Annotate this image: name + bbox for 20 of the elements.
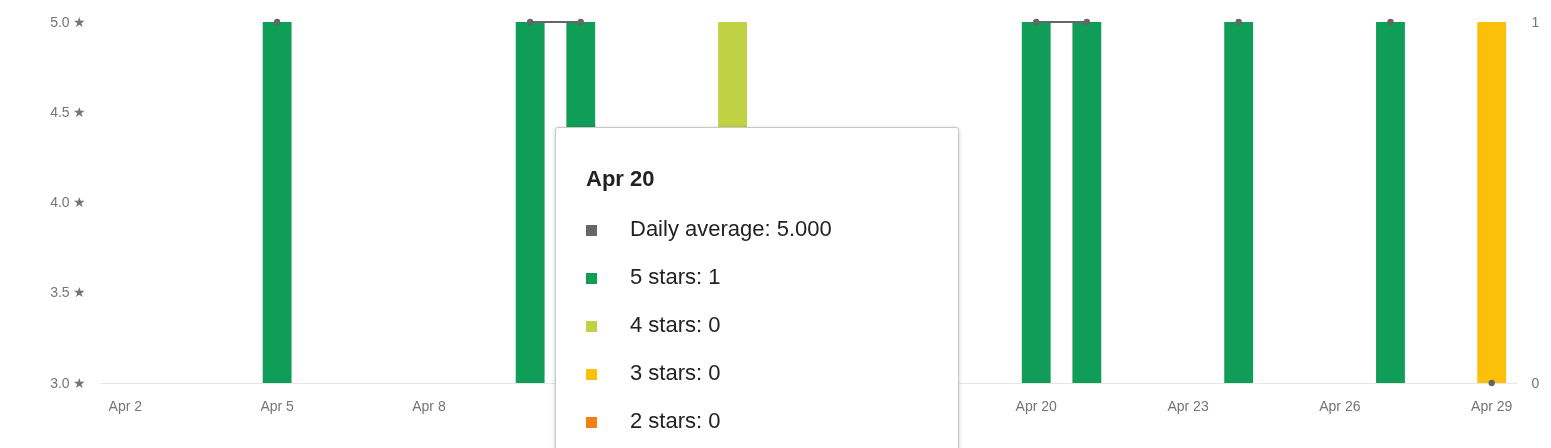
y2-tick-label: 1 — [1531, 13, 1540, 30]
y2-tick-label: 0 — [1531, 374, 1540, 391]
x-tick-label: Apr 2 — [108, 397, 143, 414]
y-tick-label: 4.5 ★ — [50, 103, 87, 120]
annotation: 5 stars: 1 — [630, 264, 721, 289]
y-tick-label: 3.0 ★ — [50, 374, 87, 391]
x-tick-label: Apr 8 — [412, 397, 446, 414]
x-tick-label: Apr 5 — [260, 397, 295, 414]
y-tick-label: 3.5 ★ — [50, 284, 87, 301]
annotation: 4 stars: 0 — [630, 312, 721, 337]
y-tick-label: 4.0 ★ — [50, 194, 87, 210]
annotation: Apr 20 — [586, 166, 655, 192]
annotation: Daily average: 5.000 — [630, 216, 832, 241]
annotation: 3 stars: 0 — [630, 360, 721, 385]
x-tick-label: Apr 26 — [1319, 397, 1361, 414]
x-tick-label: Apr 29 — [1471, 397, 1513, 414]
text: 2 stars: 0 — [630, 408, 721, 433]
y-tick-label: 5.0 ★ — [50, 13, 87, 30]
x-tick-label: Apr 20 — [1015, 397, 1058, 414]
x-tick-label: Apr 23 — [1167, 397, 1209, 414]
